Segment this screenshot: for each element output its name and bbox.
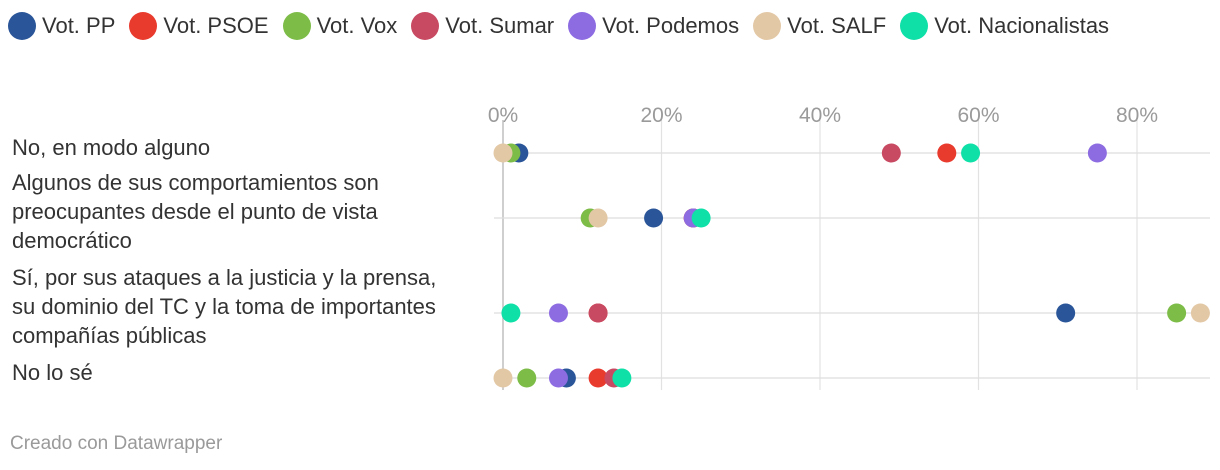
legend-item: Vot. PSOE <box>129 8 269 44</box>
legend-swatch <box>129 12 158 40</box>
category-label: su dominio del TC y la toma de important… <box>12 294 436 319</box>
legend-item: Vot. Vox <box>282 8 398 44</box>
data-point <box>588 208 608 228</box>
x-tick-label: 40% <box>799 104 841 127</box>
category-label: No lo sé <box>12 360 93 385</box>
legend-swatch <box>282 12 311 40</box>
data-point <box>644 208 664 228</box>
legend-label: Vot. Vox <box>316 13 398 38</box>
legend-item: Vot. PP <box>8 8 115 44</box>
legend-item: Vot. Podemos <box>568 8 739 44</box>
data-point <box>1087 143 1107 163</box>
legend-item: Vot. Sumar <box>411 8 554 44</box>
data-point <box>493 143 513 163</box>
data-point <box>588 368 608 388</box>
data-point <box>588 303 608 323</box>
legend-label: Vot. PSOE <box>163 13 269 38</box>
data-point <box>691 208 711 228</box>
data-point <box>881 143 901 163</box>
legend-label: Vot. SALF <box>787 13 887 38</box>
category-label: preocupantes desde el punto de vista <box>12 199 378 224</box>
legend-swatch <box>411 12 440 40</box>
category-label: Algunos de sus comportamientos son <box>12 170 379 195</box>
data-point <box>1190 303 1210 323</box>
chart-svg: 0% 20% 40% 60% 80% No, en modo alguno Algunos … <box>12 104 1210 390</box>
legend: Vot. PP Vot. PSOE Vot. Vox Vot. Sumar Vot. P… <box>8 8 1138 44</box>
legend-item: Vot. Nacionalistas <box>900 8 1109 44</box>
legend-label: Vot. PP <box>42 13 116 38</box>
data-point <box>937 143 957 163</box>
category-label: Sí, por sus ataques a la justicia y la p… <box>12 265 436 290</box>
data-point <box>548 303 568 323</box>
credit-footer: Creado con Datawrapper <box>10 433 223 454</box>
x-tick-label: 60% <box>957 104 999 127</box>
data-point <box>501 303 521 323</box>
category-label: No, en modo alguno <box>12 135 210 160</box>
data-point <box>493 368 513 388</box>
x-tick-label: 20% <box>640 104 682 127</box>
data-point <box>961 143 981 163</box>
legend-label: Vot. Podemos <box>602 13 740 38</box>
legend-label: Vot. Sumar <box>445 13 555 38</box>
legend-label: Vot. Nacionalistas <box>934 13 1110 38</box>
dot-plot-chart: 0% 20% 40% 60% 80% No, en modo alguno Algunos … <box>0 90 1220 400</box>
legend-swatch <box>753 12 782 40</box>
legend-swatch <box>568 12 597 40</box>
x-tick-label: 80% <box>1116 104 1158 127</box>
data-point <box>1167 303 1187 323</box>
legend-swatch <box>8 12 36 40</box>
legend-swatch <box>900 12 929 40</box>
data-point <box>548 368 568 388</box>
legend-item: Vot. SALF <box>753 8 886 44</box>
category-label: compañías públicas <box>12 323 206 348</box>
data-point <box>1056 303 1076 323</box>
data-point <box>517 368 537 388</box>
category-label: democrático <box>12 228 132 253</box>
data-point <box>612 368 632 388</box>
x-tick-label: 0% <box>488 104 518 127</box>
